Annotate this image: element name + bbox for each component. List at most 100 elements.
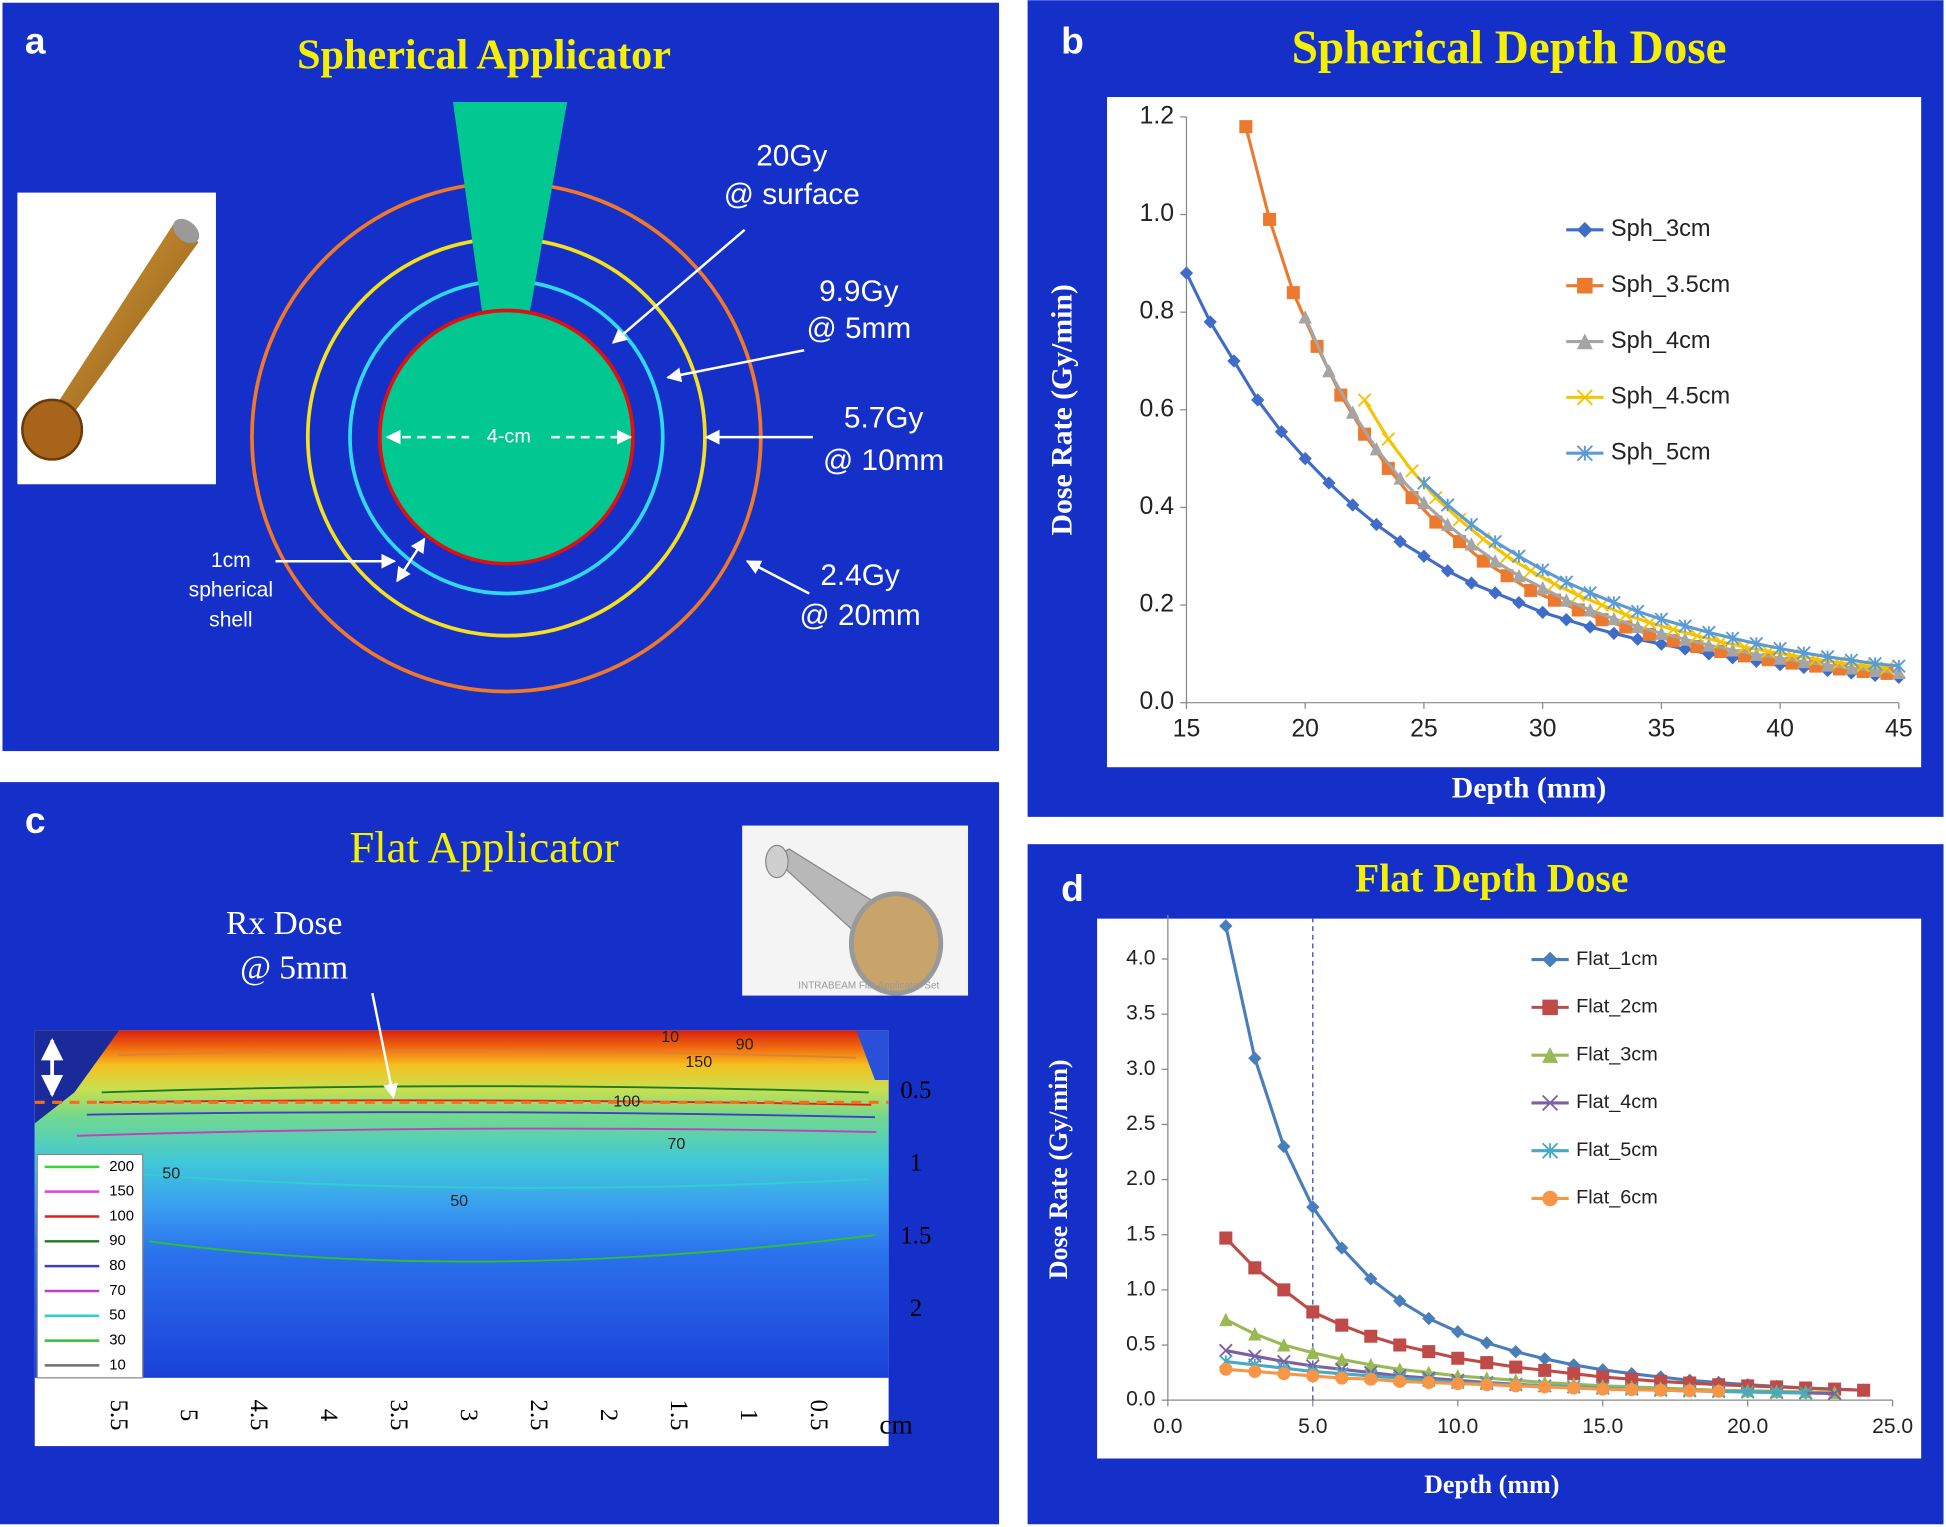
data-point bbox=[1277, 1139, 1291, 1154]
x-tick-label: 40 bbox=[1766, 716, 1794, 743]
data-point bbox=[1364, 1272, 1378, 1286]
data-point bbox=[1440, 498, 1455, 512]
y-tick-label: 0.4 bbox=[1140, 493, 1175, 520]
data-point bbox=[1381, 432, 1396, 446]
contour bbox=[99, 1099, 872, 1106]
x-tick-label: 45 bbox=[1885, 716, 1913, 743]
contour-label: 100 bbox=[613, 1093, 640, 1111]
legend-label: Sph_4cm bbox=[1611, 327, 1711, 353]
data-point bbox=[1263, 212, 1277, 226]
data-point bbox=[1535, 581, 1550, 595]
data-point bbox=[1422, 1311, 1436, 1326]
panel-a: a Spherical Applicator 4-cm 20Gy @ surfa… bbox=[17, 20, 944, 694]
legend-marker bbox=[1541, 1094, 1559, 1112]
data-point bbox=[1725, 631, 1740, 646]
arrow bbox=[396, 537, 426, 583]
data-point bbox=[1251, 393, 1265, 407]
data-point bbox=[1512, 549, 1526, 564]
x-tick-label: 1 bbox=[735, 1409, 762, 1421]
x-tick-label: 3.5 bbox=[385, 1400, 412, 1431]
data-point bbox=[1274, 425, 1289, 439]
contour-label: 10 bbox=[661, 1028, 679, 1046]
data-point bbox=[1559, 575, 1574, 589]
data-point bbox=[1596, 1382, 1610, 1396]
y-tick-label: 4.0 bbox=[1126, 947, 1155, 970]
panel-label: a bbox=[25, 20, 46, 62]
data-point bbox=[1618, 607, 1633, 622]
data-point bbox=[1625, 1372, 1639, 1386]
data-point bbox=[1654, 637, 1669, 651]
applicator-sphere bbox=[21, 398, 84, 461]
data-point bbox=[1345, 405, 1360, 419]
legend-marker bbox=[1542, 951, 1558, 968]
photo-caption: INTRABEAM Flat Applicator Set bbox=[798, 980, 939, 991]
data-point bbox=[1798, 1386, 1813, 1400]
data-point bbox=[1796, 646, 1811, 660]
data-point bbox=[1393, 1294, 1407, 1308]
data-point bbox=[1488, 586, 1502, 600]
contour bbox=[76, 1127, 877, 1137]
x-tick-label: 35 bbox=[1648, 716, 1676, 743]
data-point bbox=[1583, 603, 1597, 617]
depth-label: @ 20mm bbox=[799, 599, 920, 632]
data-point bbox=[1393, 471, 1407, 485]
legend-label: 50 bbox=[109, 1308, 126, 1324]
data-point bbox=[1451, 1325, 1465, 1339]
data-point bbox=[1480, 1356, 1494, 1370]
x-tick-label: 0.0 bbox=[1153, 1415, 1182, 1438]
data-point bbox=[1607, 595, 1621, 610]
chart-title: Spherical Depth Dose bbox=[1292, 22, 1727, 74]
contour-label: 70 bbox=[667, 1135, 685, 1153]
data-point bbox=[1218, 1343, 1233, 1358]
data-point bbox=[1179, 266, 1194, 280]
data-point bbox=[1464, 537, 1479, 551]
data-point bbox=[1335, 1241, 1349, 1255]
data-point bbox=[1480, 1378, 1494, 1392]
data-point bbox=[1203, 315, 1217, 329]
arrow bbox=[666, 349, 805, 383]
data-point bbox=[1857, 1383, 1871, 1397]
contour bbox=[101, 1085, 869, 1094]
data-point bbox=[1441, 564, 1455, 578]
y-tick-label: 0.5 bbox=[900, 1077, 931, 1104]
panel-title: Flat Applicator bbox=[349, 822, 618, 872]
data-point bbox=[1480, 1336, 1494, 1350]
data-point bbox=[1538, 1363, 1552, 1377]
x-tick-label: 25.0 bbox=[1872, 1415, 1913, 1438]
x-tick-label: 5.5 bbox=[105, 1400, 132, 1431]
data-point bbox=[1769, 1385, 1784, 1400]
data-point bbox=[1219, 919, 1233, 933]
data-point bbox=[1567, 1381, 1581, 1395]
y-tick-label: 1.2 bbox=[1140, 102, 1175, 129]
data-point bbox=[1364, 1372, 1378, 1386]
applicator-neck bbox=[452, 102, 568, 326]
data-point bbox=[1583, 585, 1598, 600]
data-point bbox=[1654, 1383, 1668, 1397]
x-tick-label: 30 bbox=[1529, 716, 1557, 743]
data-point bbox=[1306, 1345, 1320, 1360]
data-point bbox=[1452, 512, 1467, 527]
data-point bbox=[1683, 1384, 1697, 1398]
data-point bbox=[1277, 1367, 1291, 1381]
x-tick-label: 5 bbox=[175, 1409, 202, 1421]
legend-label: 80 bbox=[109, 1258, 126, 1274]
data-point bbox=[1547, 577, 1562, 591]
data-point bbox=[1892, 665, 1906, 679]
data-point bbox=[1227, 354, 1241, 368]
x-tick-label: 5.0 bbox=[1298, 1415, 1327, 1438]
flat-applicator-disk bbox=[848, 891, 944, 996]
y-tick-label: 0.0 bbox=[1126, 1388, 1155, 1411]
contour-label: 50 bbox=[162, 1165, 180, 1183]
data-point bbox=[1346, 498, 1360, 512]
legend-marker bbox=[1541, 1142, 1559, 1159]
legend-marker bbox=[1542, 1047, 1559, 1063]
data-point bbox=[1630, 604, 1645, 619]
contour bbox=[148, 1234, 876, 1263]
y-tick-label: 3.5 bbox=[1126, 1002, 1155, 1025]
x-tick-label: 3 bbox=[455, 1409, 482, 1421]
data-point bbox=[1322, 363, 1336, 378]
data-point bbox=[1583, 620, 1597, 634]
data-point bbox=[1393, 1374, 1407, 1388]
panel-label: b bbox=[1061, 20, 1084, 62]
data-point bbox=[1393, 1338, 1407, 1352]
